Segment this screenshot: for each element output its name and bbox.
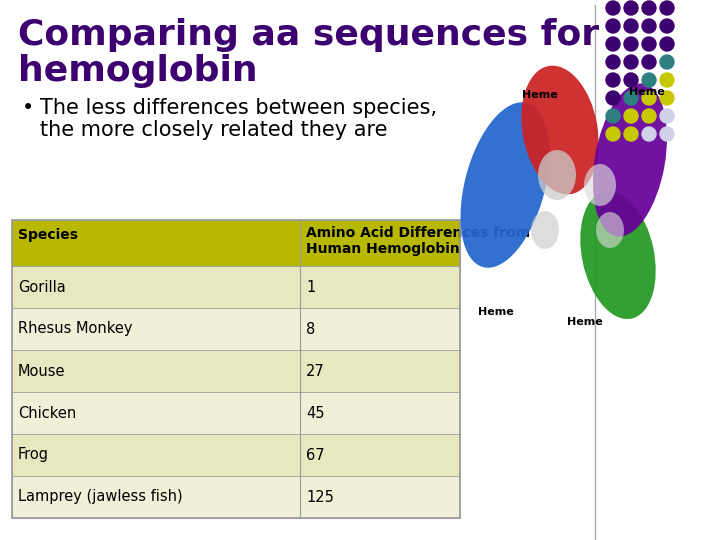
Circle shape	[660, 55, 674, 69]
Text: Heme: Heme	[478, 307, 514, 317]
Text: 1: 1	[306, 280, 315, 294]
Text: •: •	[22, 98, 35, 118]
Text: Amino Acid Differences from: Amino Acid Differences from	[306, 226, 530, 240]
Circle shape	[624, 91, 638, 105]
Circle shape	[624, 19, 638, 33]
Circle shape	[624, 55, 638, 69]
Text: 45: 45	[306, 406, 325, 421]
Text: Mouse: Mouse	[18, 363, 66, 379]
FancyBboxPatch shape	[12, 220, 460, 266]
Circle shape	[660, 1, 674, 15]
Circle shape	[660, 109, 674, 123]
Text: Frog: Frog	[18, 448, 49, 462]
Text: 125: 125	[306, 489, 334, 504]
FancyBboxPatch shape	[12, 392, 460, 434]
Circle shape	[624, 37, 638, 51]
FancyBboxPatch shape	[12, 266, 460, 308]
Ellipse shape	[461, 102, 549, 268]
Circle shape	[606, 73, 620, 87]
Ellipse shape	[596, 212, 624, 248]
Text: Species: Species	[18, 228, 78, 242]
Circle shape	[624, 127, 638, 141]
Circle shape	[642, 37, 656, 51]
Text: The less differences between species,: The less differences between species,	[40, 98, 437, 118]
Text: 27: 27	[306, 363, 325, 379]
Text: the more closely related they are: the more closely related they are	[40, 120, 387, 140]
Text: Human Hemoglobin: Human Hemoglobin	[306, 242, 460, 256]
Circle shape	[660, 37, 674, 51]
Circle shape	[642, 109, 656, 123]
FancyBboxPatch shape	[12, 434, 460, 476]
Circle shape	[642, 55, 656, 69]
Circle shape	[660, 73, 674, 87]
Circle shape	[642, 1, 656, 15]
Circle shape	[606, 37, 620, 51]
Text: Comparing aa sequences for: Comparing aa sequences for	[18, 18, 599, 52]
Circle shape	[624, 73, 638, 87]
Circle shape	[624, 109, 638, 123]
Circle shape	[606, 19, 620, 33]
Text: Chicken: Chicken	[18, 406, 76, 421]
Text: Gorilla: Gorilla	[18, 280, 66, 294]
Ellipse shape	[580, 191, 656, 319]
FancyBboxPatch shape	[12, 308, 460, 350]
Circle shape	[660, 19, 674, 33]
Circle shape	[624, 1, 638, 15]
FancyBboxPatch shape	[12, 476, 460, 518]
Circle shape	[606, 55, 620, 69]
FancyBboxPatch shape	[12, 350, 460, 392]
Circle shape	[642, 73, 656, 87]
Circle shape	[642, 127, 656, 141]
Text: Heme: Heme	[567, 317, 603, 327]
Circle shape	[642, 91, 656, 105]
Text: 8: 8	[306, 321, 315, 336]
Text: Heme: Heme	[629, 87, 665, 97]
Ellipse shape	[531, 211, 559, 249]
Circle shape	[642, 19, 656, 33]
Ellipse shape	[584, 164, 616, 206]
Circle shape	[660, 127, 674, 141]
Circle shape	[606, 91, 620, 105]
Text: Rhesus Monkey: Rhesus Monkey	[18, 321, 132, 336]
Text: hemoglobin: hemoglobin	[18, 54, 258, 88]
Circle shape	[606, 1, 620, 15]
Ellipse shape	[538, 150, 576, 200]
Text: Lamprey (jawless fish): Lamprey (jawless fish)	[18, 489, 183, 504]
Ellipse shape	[593, 84, 667, 237]
Circle shape	[606, 127, 620, 141]
Circle shape	[606, 109, 620, 123]
Ellipse shape	[521, 66, 598, 194]
Text: 67: 67	[306, 448, 325, 462]
Circle shape	[660, 91, 674, 105]
Text: Heme: Heme	[522, 90, 558, 100]
